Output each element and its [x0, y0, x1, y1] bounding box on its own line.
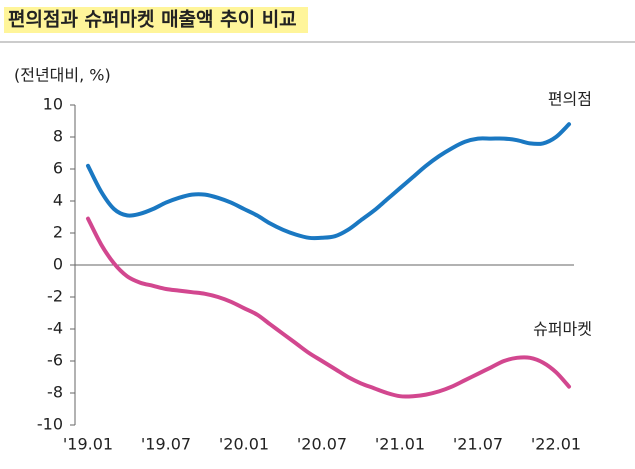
x-tick-label: '19.01 — [63, 435, 113, 454]
x-tick-label: '21.01 — [375, 435, 425, 454]
y-tick-label: 4 — [53, 191, 63, 210]
series-line — [86, 216, 571, 399]
x-tick-label: '19.07 — [141, 435, 191, 454]
y-tick-label: -4 — [47, 319, 63, 338]
y-tick-label: -10 — [37, 415, 63, 434]
y-tick-label: -2 — [47, 287, 63, 306]
y-tick-label: 0 — [53, 255, 63, 274]
series-line — [86, 122, 571, 241]
x-tick-label: '20.07 — [297, 435, 347, 454]
x-tick-label: '22.01 — [531, 435, 581, 454]
y-tick-label: 6 — [53, 159, 63, 178]
chart-title: 편의점과 슈퍼마켓 매출액 추이 비교 — [8, 9, 297, 31]
y-axis-label: (전년대비, %) — [14, 66, 111, 85]
y-tick-label: -6 — [47, 351, 63, 370]
series-label: 슈퍼마켓 — [533, 320, 592, 339]
y-tick-label: -8 — [47, 383, 63, 402]
series-label: 편의점 — [548, 90, 592, 109]
x-tick-label: '21.07 — [453, 435, 503, 454]
y-tick-label: 10 — [43, 95, 63, 114]
y-tick-label: 2 — [53, 223, 63, 242]
y-tick-label: 8 — [53, 127, 63, 146]
x-tick-label: '20.01 — [219, 435, 269, 454]
title-highlight — [4, 7, 308, 33]
